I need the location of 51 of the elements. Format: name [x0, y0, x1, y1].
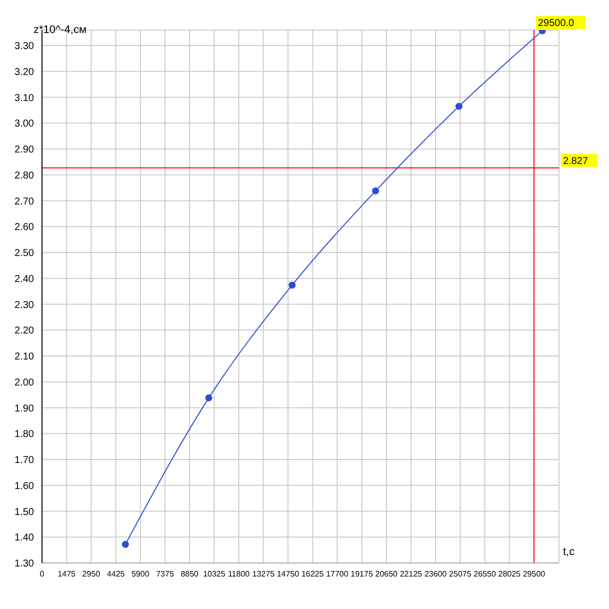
x-tick-label: 1475 — [58, 570, 76, 579]
point — [288, 282, 296, 289]
y-tick-label: 3.30 — [14, 41, 34, 52]
x-tick-label: 10325 — [203, 570, 226, 579]
x-tick-label: 20650 — [375, 570, 398, 579]
x-tick-label: 17700 — [326, 570, 349, 579]
x-tick-label: 28025 — [498, 570, 522, 579]
point — [122, 540, 129, 548]
x-tick-label: 14750 — [276, 570, 300, 579]
y-tick-label: 1.90 — [14, 403, 34, 414]
y-tick-label: 2.20 — [14, 326, 34, 337]
y-tick-label: 3.10 — [14, 92, 34, 104]
x-tick-label: 25075 — [449, 570, 472, 579]
y-tick-label: 1.30 — [14, 558, 34, 570]
x-tick-label: 16225 — [301, 570, 324, 579]
y-tick-label: 2.30 — [14, 300, 34, 311]
y-tick-label: 2.40 — [14, 274, 34, 285]
y-axis-title: z*10^-4,см — [33, 24, 87, 36]
x-tick-label: 4425 — [106, 570, 126, 579]
x-tick-label: 8850 — [180, 570, 200, 579]
y-tick-label: 1.70 — [14, 455, 34, 466]
y-tick-label: 1.80 — [14, 429, 34, 440]
x-tick-label: 7375 — [156, 570, 174, 579]
y-tick-label: 2.80 — [14, 170, 34, 182]
x-tick-label: 26550 — [474, 570, 496, 579]
x-tick-label: 2950 — [82, 570, 101, 579]
y-tick-label: 2.10 — [14, 352, 34, 363]
x-axis-title: t,c — [563, 546, 576, 558]
y-tick-label: 2.50 — [14, 248, 34, 260]
point — [372, 187, 380, 194]
ref-line-label: 29500.0 — [538, 18, 575, 29]
y-tick-label: 1.60 — [14, 480, 34, 492]
y-tick-label: 2.70 — [14, 196, 34, 208]
y-tick-label: 2.00 — [14, 377, 34, 388]
y-tick-label: 3.20 — [14, 66, 34, 78]
x-tick-label: 23600 — [424, 570, 448, 579]
x-tick-label: 5900 — [132, 570, 150, 579]
point — [455, 102, 462, 110]
y-tick-label: 3.00 — [14, 118, 34, 130]
x-tick-label: 22125 — [400, 570, 423, 579]
x-tick-label: 19175 — [350, 570, 374, 579]
x-tick-label: 29500 — [522, 570, 546, 579]
y-tick-label: 1.50 — [14, 506, 34, 518]
y-tick-label: 1.40 — [14, 532, 34, 544]
x-tick-label: 11800 — [228, 570, 250, 579]
point — [205, 394, 212, 402]
x-tick-label: 0 — [40, 570, 45, 579]
x-tick-label: 13275 — [252, 570, 276, 579]
y-tick-label: 2.90 — [14, 144, 34, 156]
ref-line-label: 2.827 — [563, 156, 588, 167]
y-tick-label: 2.60 — [14, 222, 34, 234]
